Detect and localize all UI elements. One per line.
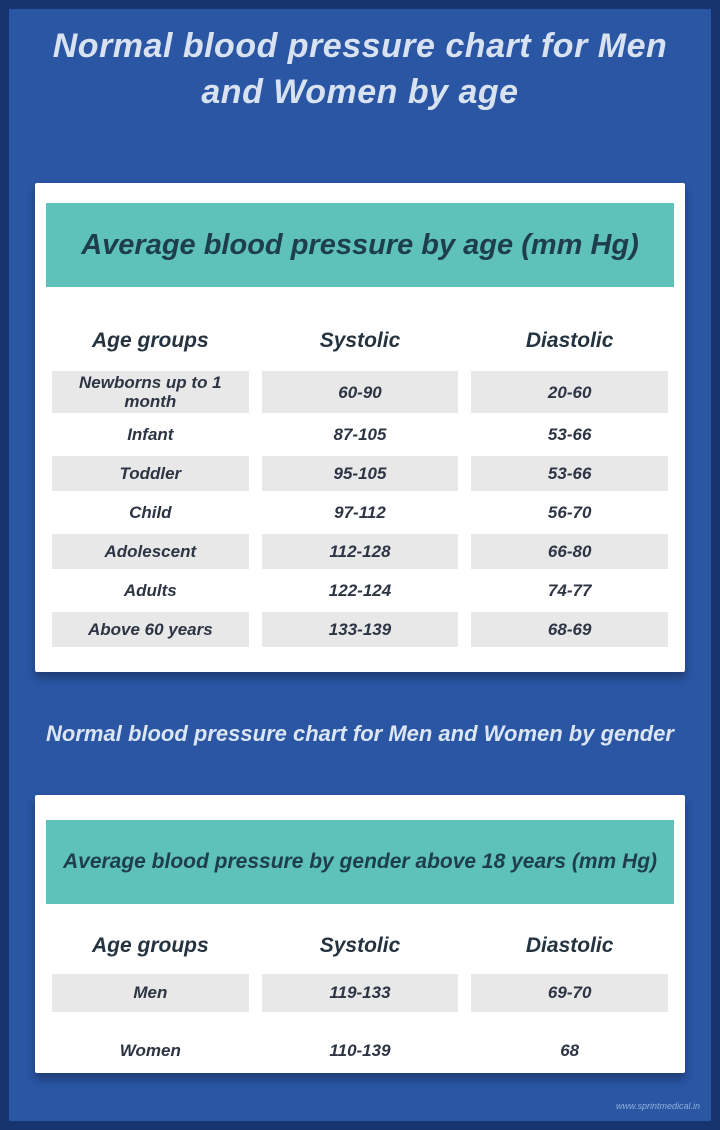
page-title-line-1: Normal blood pressure chart for Men [52, 27, 668, 65]
gender-table-title: Average blood pressure by gender above 1… [46, 820, 674, 904]
watermark-link: www.sprintmedical.in [615, 1101, 700, 1111]
column-header: Age groups [91, 934, 209, 957]
gender-table-card: Average blood pressure by gender above 1… [35, 795, 685, 1073]
table-cell: Adolescent [52, 534, 249, 570]
table-cell: 20-60 [471, 371, 668, 414]
column-header: Age groups [91, 329, 209, 352]
column-header: Systolic [319, 329, 401, 352]
table-cell: 110-139 [329, 1041, 391, 1061]
table-row: Above 60 years 133-139 68-69 [35, 610, 685, 649]
table-cell: 97-112 [334, 503, 386, 523]
table-cell: 56-70 [547, 503, 592, 523]
table-row: Toddler 95-105 53-66 [35, 454, 685, 493]
table-cell: 60-90 [261, 371, 459, 414]
column-header: Diastolic [525, 329, 614, 352]
gender-section-title: Normal blood pressure chart for Men and … [46, 721, 674, 746]
table-row: Men 119-133 69-70 [35, 972, 685, 1014]
table-cell: 66-80 [471, 534, 668, 570]
table-cell: Newborns up to 1 month [52, 371, 249, 414]
table-row: Infant 87-105 53-66 [35, 415, 685, 454]
table-cell: 122-124 [328, 581, 392, 601]
gender-table-column-headers: Age groups Systolic Diastolic [35, 932, 685, 960]
table-cell: 95-105 [261, 456, 459, 492]
table-cell: Infant [127, 425, 174, 445]
table-cell: 53-66 [471, 456, 668, 492]
table-row: Newborns up to 1 month 60-90 20-60 [35, 369, 685, 415]
table-cell: Toddler [52, 456, 249, 492]
poster-background: Normal blood pressure chart for Men and … [9, 9, 711, 1121]
table-cell: Above 60 years [52, 612, 249, 648]
age-table-body: Newborns up to 1 month 60-90 20-60 Infant 87… [35, 369, 685, 649]
table-row: Child 97-112 56-70 [35, 493, 685, 532]
table-cell: 133-139 [261, 612, 459, 648]
column-header: Diastolic [525, 934, 614, 957]
table-cell: 87-105 [333, 425, 387, 445]
table-cell: 53-66 [547, 425, 592, 445]
gender-table-body: Men 119-133 69-70 Women 110-139 68 [35, 972, 685, 1072]
age-table-column-headers: Age groups Systolic Diastolic [35, 327, 685, 355]
table-cell: 68 [560, 1041, 580, 1061]
table-row: Adolescent 112-128 66-80 [35, 532, 685, 571]
page-title: Normal blood pressure chart for Men and … [9, 23, 711, 115]
age-table-title: Average blood pressure by age (mm Hg) [46, 203, 674, 287]
table-cell: Adults [123, 581, 177, 601]
age-table-card: Average blood pressure by age (mm Hg) Ag… [35, 183, 685, 672]
table-cell: 74-77 [547, 581, 592, 601]
table-row: Adults 122-124 74-77 [35, 571, 685, 610]
table-cell: 68-69 [471, 612, 668, 648]
table-cell: 69-70 [471, 974, 668, 1012]
column-header: Systolic [319, 934, 401, 957]
page-title-line-2: and Women by age [201, 73, 519, 111]
table-cell: Men [52, 974, 249, 1012]
table-row: Women 110-139 68 [35, 1030, 685, 1072]
table-cell: Women [119, 1041, 181, 1061]
table-cell: Child [129, 503, 172, 523]
table-cell: 119-133 [261, 974, 459, 1012]
table-cell: 112-128 [261, 534, 459, 570]
